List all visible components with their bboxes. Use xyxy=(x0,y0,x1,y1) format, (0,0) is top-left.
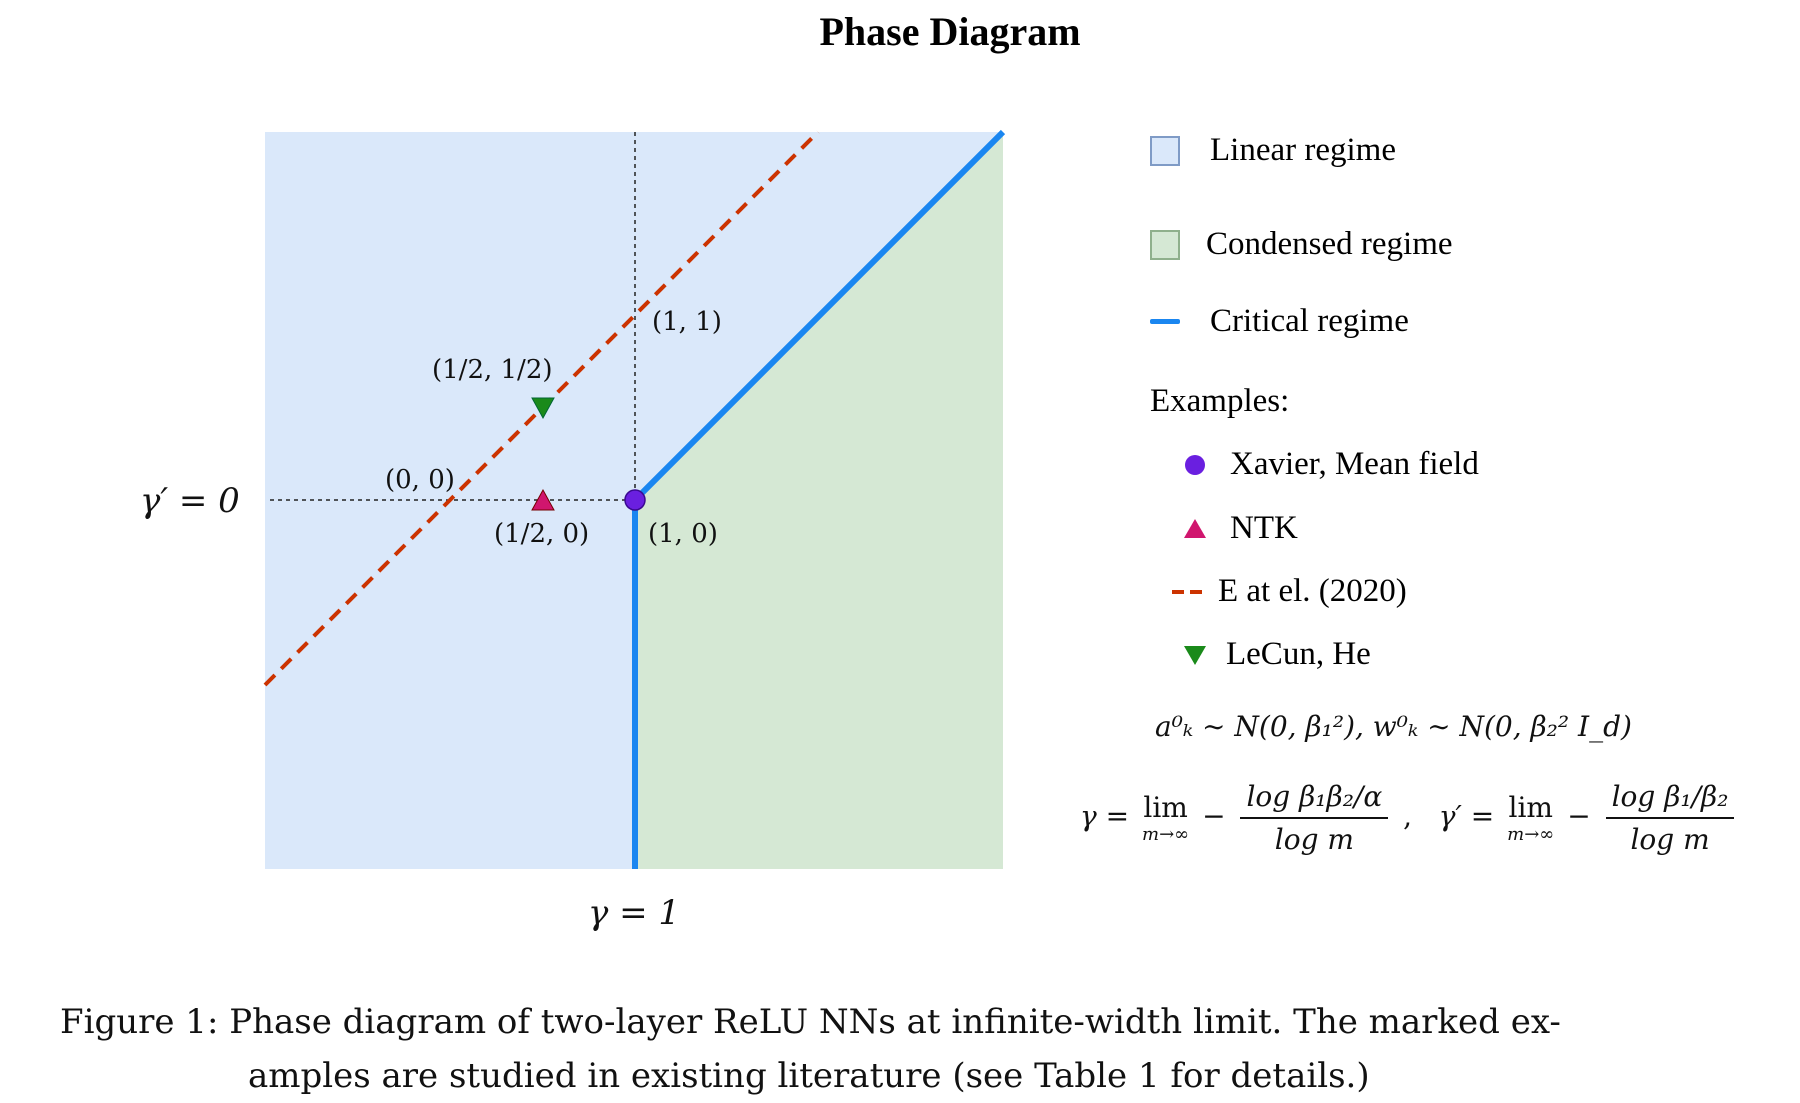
gammap-denominator: log m xyxy=(1630,823,1710,856)
point-label-1-1: (1, 1) xyxy=(652,307,722,337)
legend-condensed-label: Condensed regime xyxy=(1206,226,1453,262)
x-axis-label: γ = 1 xyxy=(588,893,680,933)
examples-heading: Examples: xyxy=(1150,383,1290,419)
gamma-fraction: log β₁β₂/α log m xyxy=(1240,780,1389,856)
legend-xavier-label: Xavier, Mean field xyxy=(1230,446,1479,482)
page-title: Phase Diagram xyxy=(819,9,1081,54)
gammap-lhs: γ′ = xyxy=(1438,799,1495,833)
legend-ntk: NTK xyxy=(1180,510,1298,547)
legend-e-et-al-label: E at el. (2020) xyxy=(1218,573,1407,609)
triangle-up-marker-icon xyxy=(1184,518,1206,538)
legend-critical: Critical regime xyxy=(1150,303,1409,340)
point-label-half-half: (1/2, 1/2) xyxy=(432,355,553,385)
gamma-lim-word: lim xyxy=(1143,791,1188,824)
legend-critical-label: Critical regime xyxy=(1210,303,1409,339)
gamma-formulas: γ = lim m→∞ − log β₁β₂/α log m , γ′ = li… xyxy=(1080,780,1740,856)
ntk-marker xyxy=(531,488,555,511)
legend-ntk-label: NTK xyxy=(1230,510,1298,546)
gammap-lim-sub: m→∞ xyxy=(1507,824,1555,845)
lecun-marker xyxy=(531,397,555,420)
point-label-0-0: (0, 0) xyxy=(385,465,455,495)
point-label-half-0: (1/2, 0) xyxy=(494,519,589,549)
gamma-denominator: log m xyxy=(1274,823,1354,856)
gamma-lhs: γ = xyxy=(1080,799,1130,833)
legend-linear: Linear regime xyxy=(1150,132,1396,169)
caption-label: Figure 1: xyxy=(60,1002,219,1042)
caption-text-1: Phase diagram of two-layer ReLU NNs at i… xyxy=(229,1002,1561,1042)
gamma-lim-sub: m→∞ xyxy=(1142,824,1190,845)
legend-condensed: Condensed regime xyxy=(1150,226,1453,263)
gamma-numerator: log β₁β₂/α xyxy=(1240,780,1389,819)
legend-lecun-label: LeCun, He xyxy=(1226,636,1371,672)
linear-swatch-icon xyxy=(1150,135,1180,166)
figure-caption: Figure 1: Phase diagram of two-layer ReL… xyxy=(60,995,1760,1103)
critical-line-icon xyxy=(1150,319,1180,324)
phase-diagram: (1, 1) (1/2, 1/2) (0, 0) (1/2, 0) (1, 0)… xyxy=(140,129,1006,933)
y-axis-label: γ′ = 0 xyxy=(140,481,240,521)
gammap-limit: lim m→∞ xyxy=(1507,791,1554,845)
init-formula: a⁰ₖ ∼ N(0, β₁²), w⁰ₖ ∼ N(0, β₂² I_d) xyxy=(1155,710,1632,743)
condensed-regime-region xyxy=(635,132,1003,869)
caption-line-2: amples are studied in existing literatur… xyxy=(248,1056,1370,1096)
gammap-fraction: log β₁/β₂ log m xyxy=(1605,780,1735,856)
gammap-numerator: log β₁/β₂ xyxy=(1605,780,1735,819)
legend-lecun: LeCun, He xyxy=(1180,636,1371,673)
triangle-down-marker-icon xyxy=(1184,645,1206,665)
circle-marker-icon xyxy=(1185,454,1205,475)
legend-linear-label: Linear regime xyxy=(1210,132,1396,168)
point-label-1-0: (1, 0) xyxy=(648,519,718,549)
condensed-swatch-icon xyxy=(1150,229,1180,260)
gamma-limit: lim m→∞ xyxy=(1142,791,1189,845)
xavier-marker xyxy=(624,489,646,511)
legend-examples-heading: Examples: xyxy=(1150,383,1289,420)
dashed-line-icon xyxy=(1172,589,1208,594)
legend-xavier: Xavier, Mean field xyxy=(1180,446,1479,483)
legend-e-et-al: E at el. (2020) xyxy=(1172,573,1407,610)
caption-line-1: Figure 1: Phase diagram of two-layer ReL… xyxy=(60,995,1760,1049)
gammap-lim-word: lim xyxy=(1508,791,1553,824)
